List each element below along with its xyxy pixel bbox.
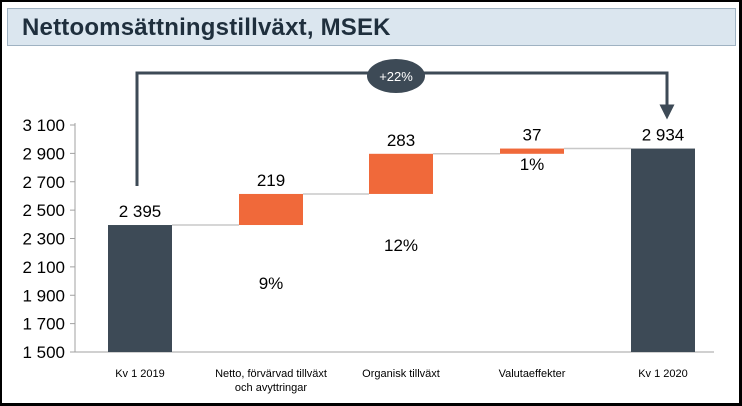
y-tick-label: 3 100	[22, 116, 65, 135]
y-tick-label: 1 900	[22, 286, 65, 305]
total-bar	[108, 225, 172, 352]
y-tick-label: 1 500	[22, 343, 65, 362]
title-band: Nettoomsättningstillväxt, MSEK	[7, 8, 736, 46]
y-tick-label: 1 700	[22, 315, 65, 334]
percent-label: 12%	[384, 236, 418, 255]
category-label: Kv 1 2019	[115, 368, 165, 380]
value-label: 2 395	[119, 202, 162, 221]
y-tick-label: 2 300	[22, 230, 65, 249]
percent-label: 9%	[259, 274, 284, 293]
growth-badge-label: +22%	[379, 69, 413, 84]
value-label: 2 934	[642, 126, 685, 145]
category-label: och avyttringar	[235, 382, 307, 394]
y-tick-label: 2 700	[22, 173, 65, 192]
category-label: Kv 1 2020	[638, 368, 688, 380]
delta-bar	[500, 148, 564, 154]
y-tick-label: 2 900	[22, 144, 65, 163]
category-label: Organisk tillväxt	[362, 368, 440, 380]
growth-badge	[367, 59, 425, 93]
value-label: 219	[257, 171, 285, 190]
total-bar	[631, 148, 695, 352]
category-label: Netto, förvärvad tillväxt	[215, 368, 327, 380]
delta-bar	[239, 193, 303, 226]
chart-title: Nettoomsättningstillväxt, MSEK	[22, 14, 391, 41]
value-label: 37	[523, 126, 542, 145]
percent-label: 1%	[520, 155, 545, 174]
y-tick-label: 2 100	[22, 258, 65, 277]
y-tick-label: 2 500	[22, 201, 65, 220]
delta-bar	[369, 153, 433, 194]
category-label: Valutaeffekter	[499, 368, 566, 380]
value-label: 283	[387, 131, 415, 150]
